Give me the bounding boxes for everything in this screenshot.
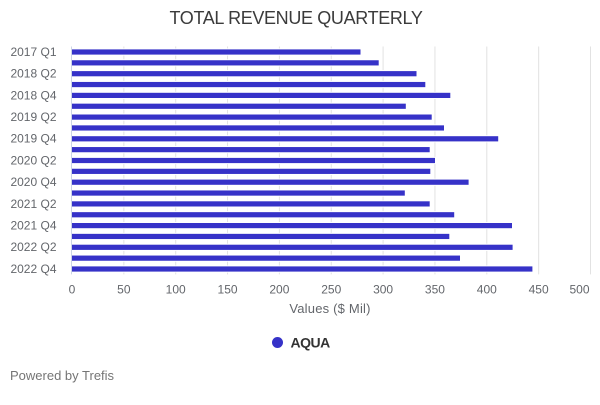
svg-text:2020 Q2: 2020 Q2 [10,153,56,167]
svg-text:2019 Q4: 2019 Q4 [10,132,56,146]
svg-text:2017 Q1: 2017 Q1 [10,45,56,59]
svg-text:2018 Q4: 2018 Q4 [10,88,56,102]
svg-text:2018 Q2: 2018 Q2 [10,67,56,81]
svg-text:2022 Q2: 2022 Q2 [10,240,56,254]
svg-text:2019 Q2: 2019 Q2 [10,110,56,124]
svg-text:2021 Q2: 2021 Q2 [10,197,56,211]
svg-text:2022 Q4: 2022 Q4 [10,262,56,276]
svg-text:2020 Q4: 2020 Q4 [10,175,56,189]
svg-text:AQUA: AQUA [291,335,331,351]
svg-text:150: 150 [218,283,238,297]
svg-text:200: 200 [269,283,289,297]
svg-text:450: 450 [529,283,549,297]
svg-text:500: 500 [569,283,589,297]
svg-text:Powered by Trefis: Powered by Trefis [10,368,115,383]
svg-text:0: 0 [69,283,76,297]
svg-text:Values ($ Mil): Values ($ Mil) [289,301,370,316]
svg-text:TOTAL REVENUE QUARTERLY: TOTAL REVENUE QUARTERLY [169,8,422,28]
svg-text:100: 100 [166,283,186,297]
svg-text:400: 400 [477,283,497,297]
svg-text:2021 Q4: 2021 Q4 [10,218,56,232]
svg-text:300: 300 [373,283,393,297]
svg-text:50: 50 [117,283,131,297]
svg-text:250: 250 [321,283,341,297]
svg-text:350: 350 [425,283,445,297]
